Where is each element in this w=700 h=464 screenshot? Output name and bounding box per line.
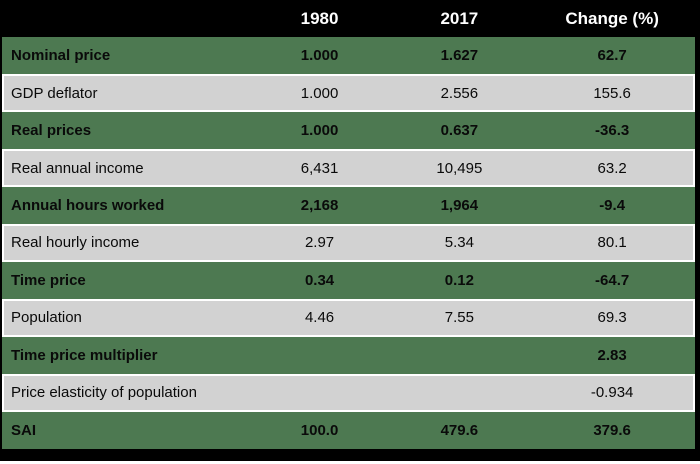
value-change: -64.7 xyxy=(595,271,630,289)
value-2017: 1,964 xyxy=(440,197,479,215)
table-row-gdp-deflator: GDP deflator 1.000 2.556 155.6 xyxy=(2,74,695,112)
table-row-nominal-price: Nominal price 1.000 1.627 62.7 xyxy=(2,37,695,75)
table-row-real-annual-income: Real annual income 6,431 10,495 63.2 xyxy=(2,149,695,187)
value-change: -0.934 xyxy=(590,384,634,402)
table-body: Nominal price 1.000 1.627 62.7 GDP defla… xyxy=(2,37,695,449)
table-row-price-elasticity-of-population: Price elasticity of population -0.934 xyxy=(2,374,695,412)
value-change: 80.1 xyxy=(597,234,627,252)
table-row-real-hourly-income: Real hourly income 2.97 5.34 80.1 xyxy=(2,224,695,262)
table-header-row: 1980 2017 Change (%) xyxy=(2,0,695,37)
column-header-1980: 1980 xyxy=(300,8,339,28)
value-2017: 0.12 xyxy=(444,271,474,289)
table-row-real-prices: Real prices 1.000 0.637 -36.3 xyxy=(2,111,695,150)
value-2017: 7.55 xyxy=(444,309,474,327)
row-label: Nominal price xyxy=(11,47,111,65)
value-2017: 1.627 xyxy=(440,47,479,65)
row-label: Time price multiplier xyxy=(11,346,158,364)
value-change: 69.3 xyxy=(597,309,627,327)
value-2017: 0.637 xyxy=(440,122,479,140)
value-change: 62.7 xyxy=(597,47,627,65)
table-row-population: Population 4.46 7.55 69.3 xyxy=(2,299,695,337)
column-header-2017: 2017 xyxy=(440,8,479,28)
row-label: Population xyxy=(11,309,82,327)
value-1980: 1.000 xyxy=(300,47,339,65)
row-label: Annual hours worked xyxy=(11,197,165,215)
value-change: 63.2 xyxy=(597,159,627,177)
row-label: GDP deflator xyxy=(11,84,98,102)
row-label: Time price xyxy=(11,271,86,289)
table-row-time-price-multiplier: Time price multiplier 2.83 xyxy=(2,336,695,375)
table-row-annual-hours-worked: Annual hours worked 2,168 1,964 -9.4 xyxy=(2,186,695,225)
value-2017: 10,495 xyxy=(436,159,483,177)
value-1980: 2,168 xyxy=(300,197,339,215)
value-2017: 479.6 xyxy=(440,421,479,439)
value-1980: 1.000 xyxy=(300,84,339,102)
value-change: -9.4 xyxy=(599,197,626,215)
row-label: Real prices xyxy=(11,122,92,140)
value-change: -36.3 xyxy=(595,122,630,140)
row-label: Real annual income xyxy=(11,159,144,177)
value-1980: 6,431 xyxy=(300,159,339,177)
row-label: Real hourly income xyxy=(11,234,140,252)
value-1980: 0.34 xyxy=(304,271,335,289)
value-1980: 100.0 xyxy=(300,421,339,439)
table-row-sai: SAI 100.0 479.6 379.6 xyxy=(2,411,695,449)
row-label: SAI xyxy=(11,421,37,439)
value-1980: 2.97 xyxy=(304,234,335,252)
value-1980: 1.000 xyxy=(300,122,339,140)
value-1980: 4.46 xyxy=(304,309,335,327)
value-2017: 5.34 xyxy=(444,234,474,252)
value-change: 2.83 xyxy=(597,346,627,364)
column-header-change-percent: Change (%) xyxy=(565,8,659,28)
value-2017: 2.556 xyxy=(440,84,479,102)
value-change: 379.6 xyxy=(593,421,631,439)
value-change: 155.6 xyxy=(593,84,631,102)
row-label: Price elasticity of population xyxy=(11,384,197,402)
table-row-time-price: Time price 0.34 0.12 -64.7 xyxy=(2,261,695,300)
